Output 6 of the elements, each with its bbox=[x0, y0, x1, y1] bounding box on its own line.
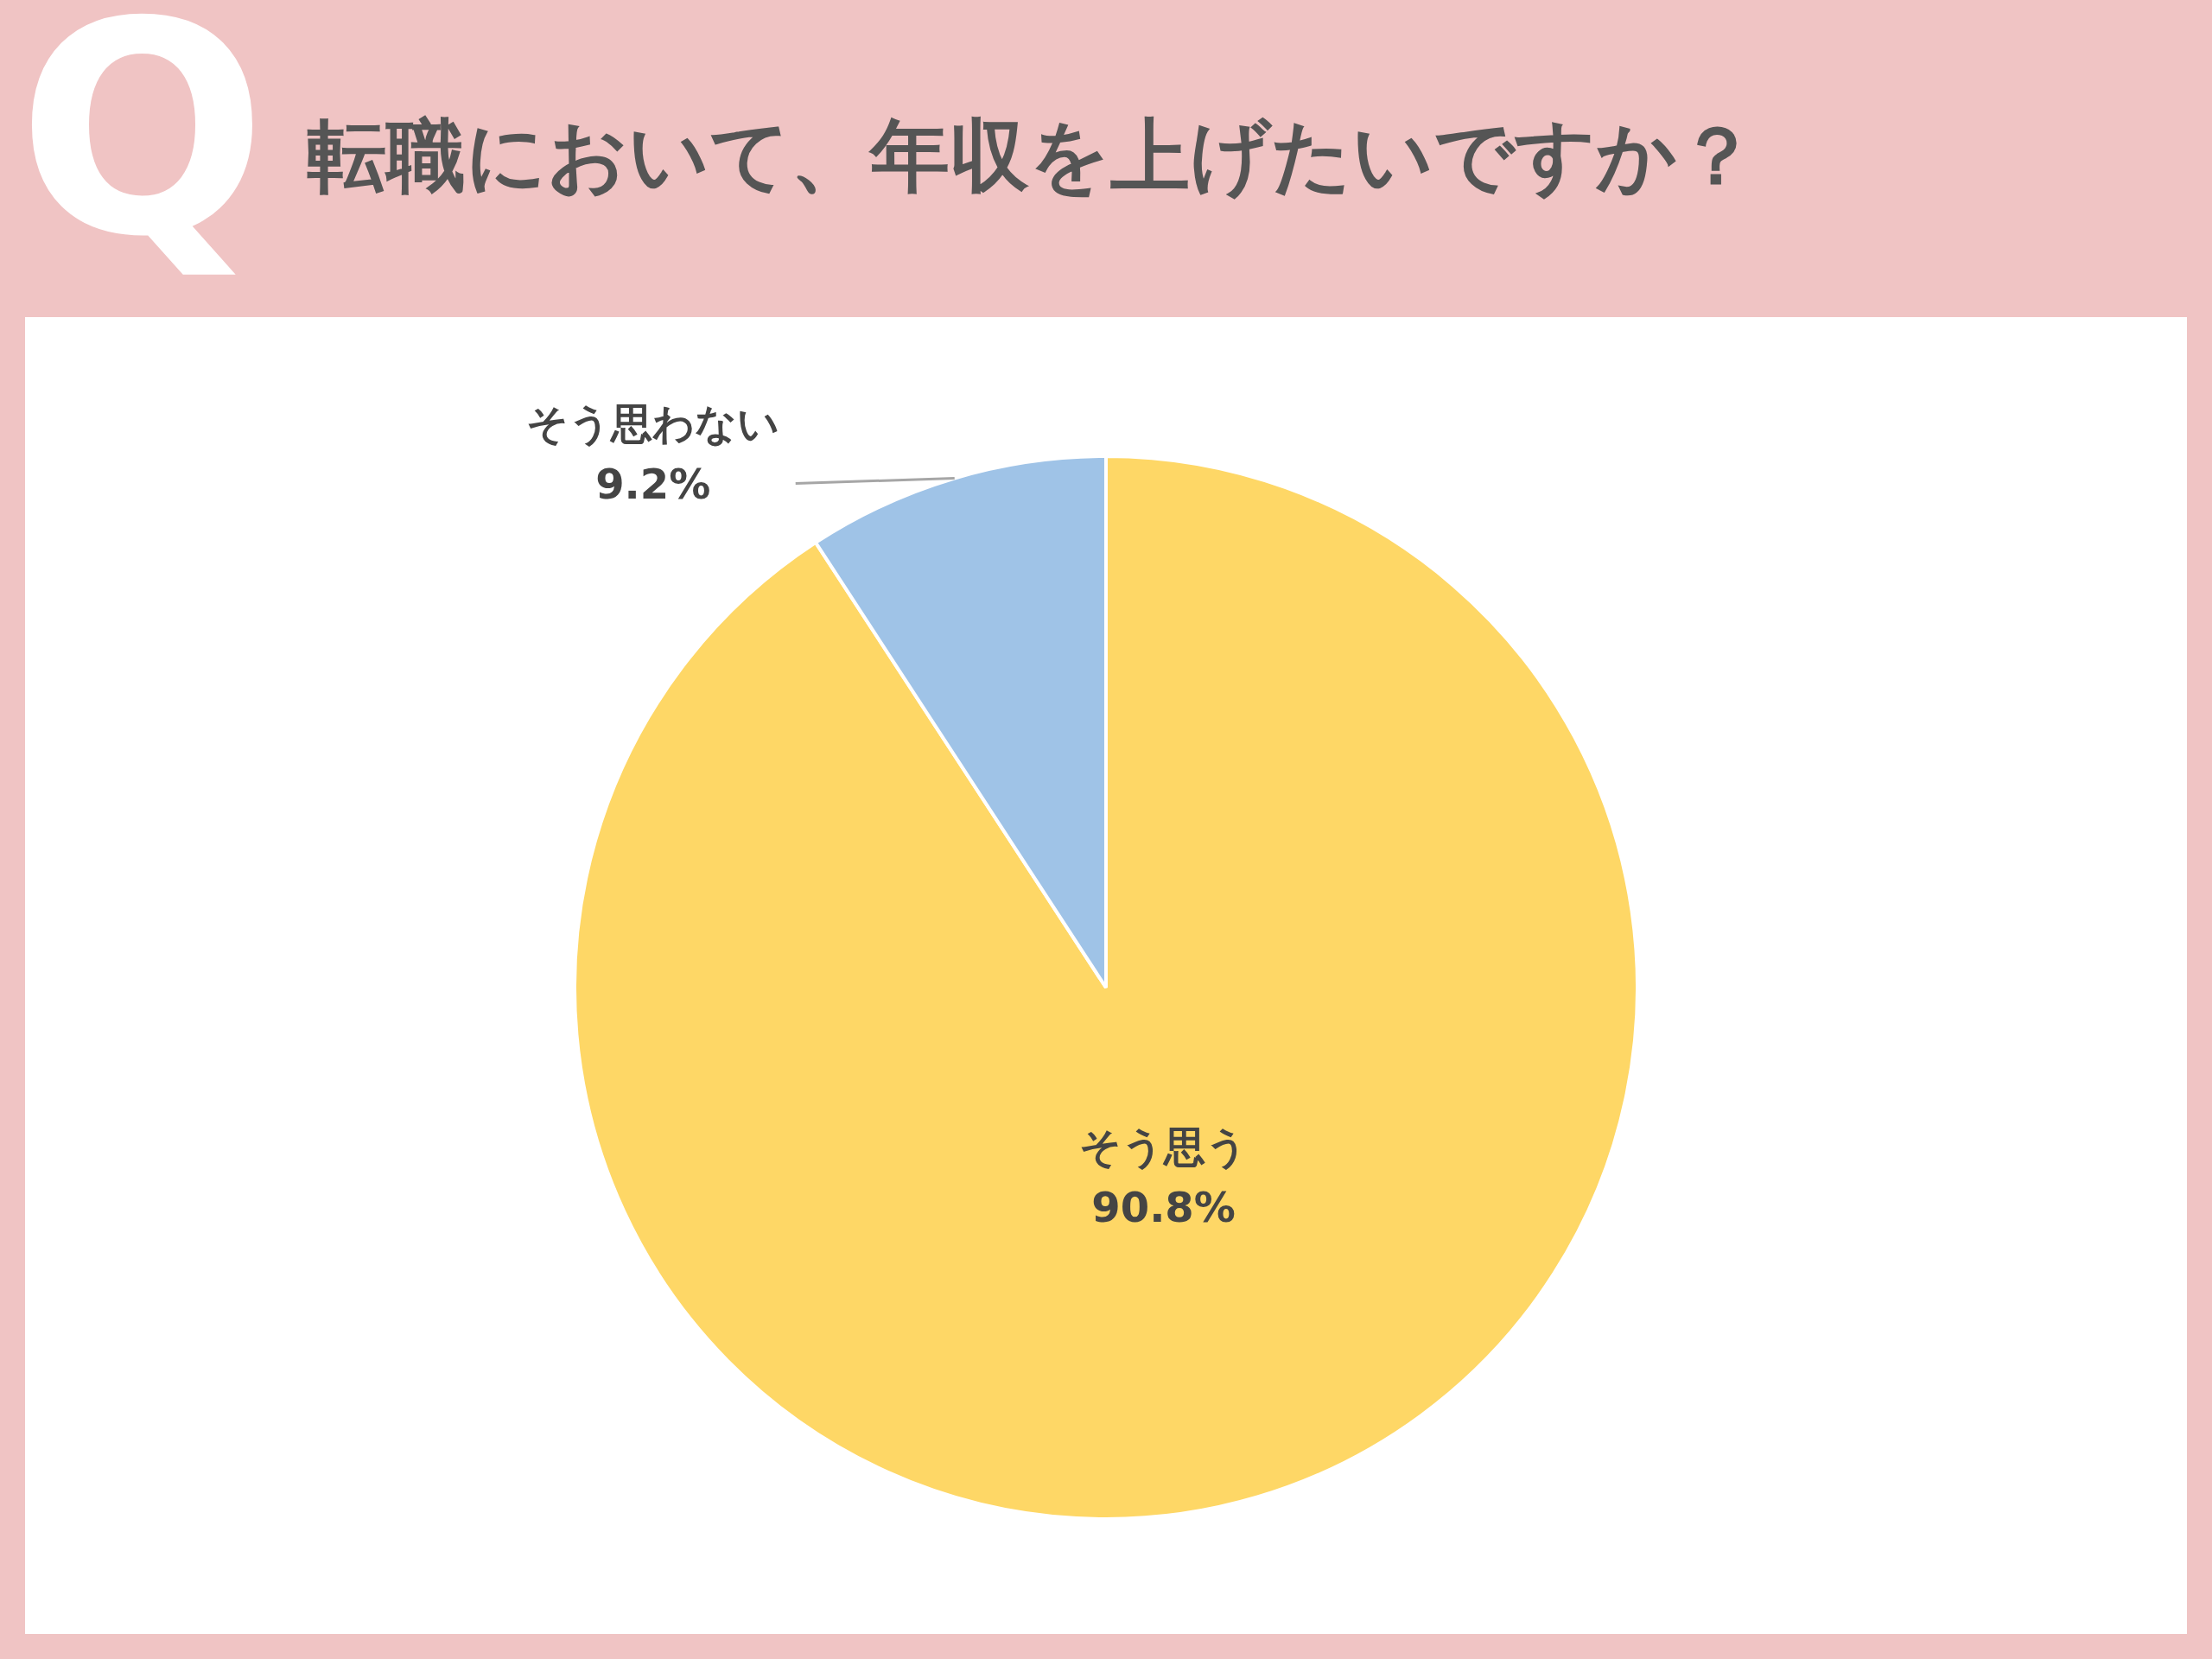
chart-title: 転職において、年収を上げたいですか？ bbox=[307, 110, 1757, 202]
data-label: 90.8% bbox=[1091, 1183, 1236, 1232]
data-label: 9.2% bbox=[595, 459, 711, 508]
slice-label: そう思う bbox=[1079, 1122, 1249, 1172]
slice-label: そう思わない bbox=[526, 398, 780, 448]
text: Q bbox=[17, 0, 268, 301]
